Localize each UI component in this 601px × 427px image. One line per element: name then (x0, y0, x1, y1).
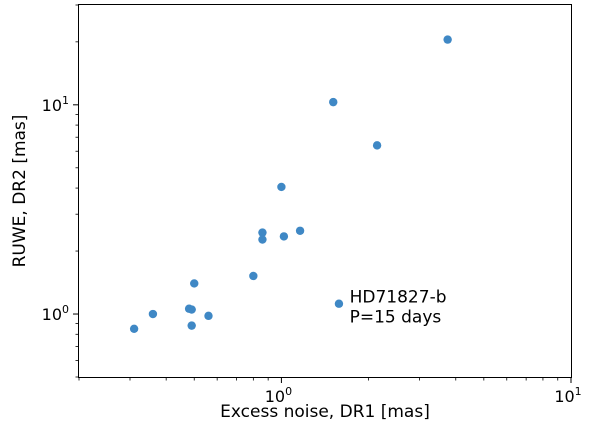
data-point (129, 324, 139, 333)
x-axis-label: Excess noise, DR1 [mas] (220, 402, 430, 422)
data-point (258, 228, 267, 237)
annotation-line-1: HD71827-b (350, 288, 447, 308)
y-axis-label: RUWE, DR2 [mas] (10, 115, 30, 268)
x-tick-label: 101 (554, 385, 581, 406)
annotation-label: HD71827-b P=15 days (350, 288, 452, 328)
data-point (279, 232, 289, 241)
y-tick-label: 100 (42, 303, 69, 324)
data-point (295, 226, 305, 235)
y-tick-label: 101 (42, 94, 69, 115)
data-point (277, 182, 286, 192)
data-point (187, 305, 196, 314)
x-tick-label: 100 (265, 385, 292, 406)
data-point (258, 235, 267, 244)
axis-ticks: 100 101 100 101 (42, 4, 582, 406)
data-points (129, 35, 452, 333)
data-point (334, 299, 344, 308)
data-point (443, 35, 452, 44)
data-point (249, 271, 258, 281)
data-point (372, 141, 382, 150)
data-point (190, 279, 199, 288)
data-point (187, 321, 196, 330)
data-point (329, 97, 338, 107)
plot-frame (78, 4, 572, 378)
data-point (148, 309, 158, 319)
data-point (204, 311, 213, 321)
annotation-line-2: P=15 days (350, 308, 442, 328)
